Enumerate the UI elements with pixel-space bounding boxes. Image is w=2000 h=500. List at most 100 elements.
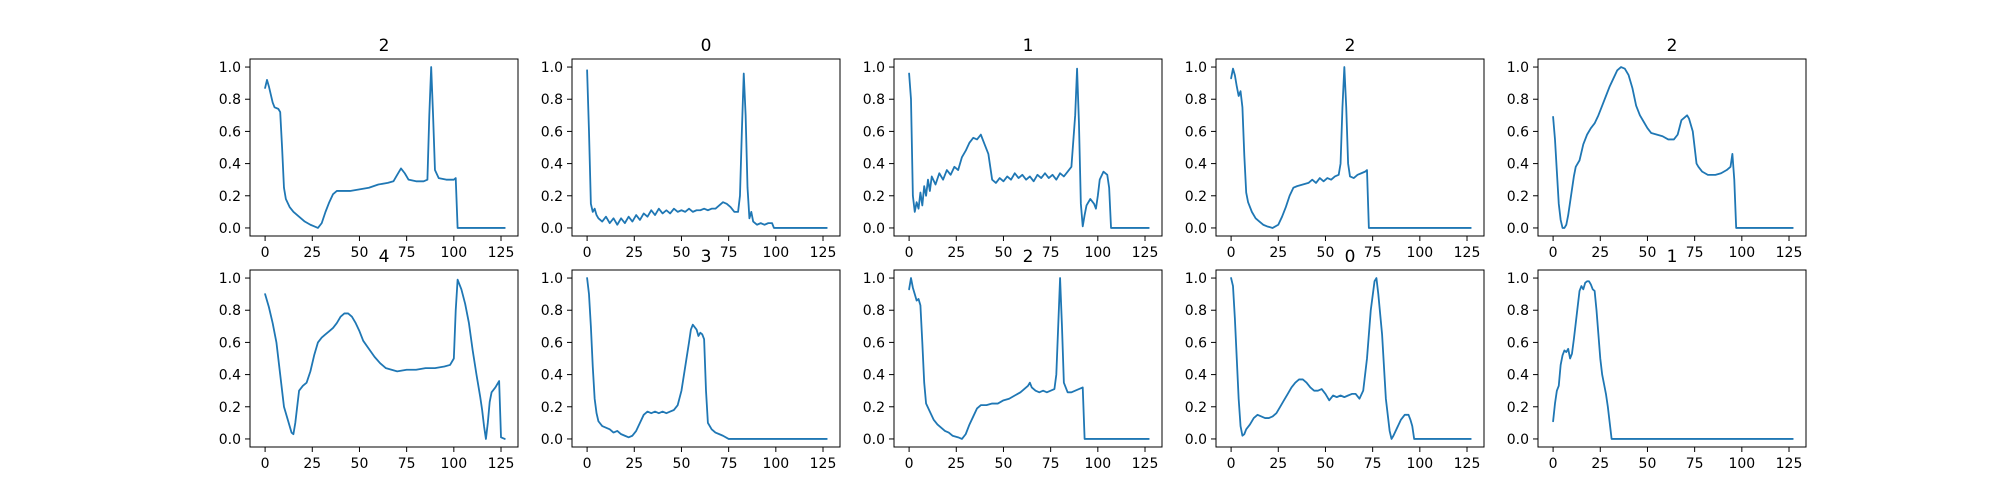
subplot-title: 2 (379, 36, 390, 56)
y-tick-label: 1.0 (1185, 271, 1207, 287)
subplot-6: 0 25 50 75 100 125 0.0 0.2 0.4 0.6 0.8 1.0 4 (219, 247, 519, 472)
x-tick-label: 0 (1227, 245, 1236, 261)
axes-frame (571, 269, 841, 448)
x-tick-label: 100 (1084, 456, 1111, 472)
axes-frame (249, 58, 519, 237)
y-tick-label: 0.4 (1185, 368, 1207, 384)
x-tick-label: 100 (440, 245, 467, 261)
subplot-title: 4 (379, 247, 390, 267)
x-tick-label: 75 (720, 245, 738, 261)
y-tick-label: 0.0 (541, 221, 563, 237)
y-tick-label: 0.4 (541, 157, 563, 173)
x-tick-label: 25 (1269, 245, 1287, 261)
subplot-5: 0 25 50 75 100 125 0.0 0.2 0.4 0.6 0.8 1.0 2 (1507, 36, 1807, 261)
y-tick-label: 0.6 (541, 124, 563, 140)
y-tick-label: 0.8 (1507, 303, 1529, 319)
x-tick-label: 0 (1227, 456, 1236, 472)
x-tick-label: 100 (1728, 456, 1755, 472)
x-tick-label: 125 (488, 456, 515, 472)
x-tick-label: 50 (1317, 456, 1335, 472)
y-tick-label: 0.4 (541, 368, 563, 384)
x-tick-label: 50 (351, 245, 369, 261)
series-line (264, 66, 506, 229)
subplot-title: 3 (701, 247, 712, 267)
x-tick-label: 50 (995, 245, 1013, 261)
y-tick-label: 0.2 (1185, 189, 1207, 205)
x-tick-label: 75 (1686, 245, 1704, 261)
x-tick-label: 0 (261, 245, 270, 261)
y-tick-label: 0.6 (1507, 335, 1529, 351)
axes-frame (1215, 269, 1485, 448)
y-tick-label: 0.4 (863, 368, 885, 384)
y-tick-label: 0.6 (1185, 335, 1207, 351)
x-tick-label: 0 (583, 456, 592, 472)
x-tick-label: 25 (947, 456, 965, 472)
y-tick-label: 0.6 (863, 335, 885, 351)
subplot-7: 0 25 50 75 100 125 0.0 0.2 0.4 0.6 0.8 1.0 3 (541, 247, 841, 472)
subplot-3: 0 25 50 75 100 125 0.0 0.2 0.4 0.6 0.8 1.0 1 (863, 36, 1163, 261)
series-line (264, 278, 506, 440)
y-tick-label: 0.2 (541, 400, 563, 416)
y-tick-label: 0.6 (219, 335, 241, 351)
axes-frame (571, 58, 841, 237)
series-line (586, 69, 828, 229)
y-tick-label: 0.0 (1507, 432, 1529, 448)
subplot-title: 2 (1345, 36, 1356, 56)
x-tick-label: 25 (303, 245, 321, 261)
series-line (1552, 66, 1794, 229)
y-tick-label: 0.8 (541, 303, 563, 319)
subplot-title: 2 (1023, 247, 1034, 267)
x-tick-label: 50 (1639, 456, 1657, 472)
subplot-title: 1 (1667, 247, 1678, 267)
x-tick-label: 100 (1084, 245, 1111, 261)
y-tick-label: 1.0 (1507, 271, 1529, 287)
y-tick-label: 0.0 (1185, 221, 1207, 237)
y-tick-label: 0.4 (1507, 157, 1529, 173)
x-tick-label: 125 (1454, 456, 1481, 472)
x-tick-label: 75 (398, 245, 416, 261)
x-tick-label: 0 (261, 456, 270, 472)
y-tick-label: 0.0 (863, 221, 885, 237)
y-tick-label: 0.6 (863, 124, 885, 140)
x-tick-label: 50 (1639, 245, 1657, 261)
x-tick-label: 25 (1591, 245, 1609, 261)
y-tick-label: 0.0 (219, 221, 241, 237)
x-tick-label: 25 (1269, 456, 1287, 472)
subplot-title: 1 (1023, 36, 1034, 56)
x-tick-label: 75 (1686, 456, 1704, 472)
series-line (1552, 280, 1794, 440)
x-tick-label: 25 (625, 456, 643, 472)
x-tick-label: 0 (905, 456, 914, 472)
y-tick-label: 0.8 (1185, 303, 1207, 319)
y-tick-label: 1.0 (541, 271, 563, 287)
y-tick-label: 0.2 (863, 189, 885, 205)
y-tick-label: 0.2 (1507, 189, 1529, 205)
x-tick-label: 50 (673, 456, 691, 472)
x-tick-label: 125 (488, 245, 515, 261)
x-tick-label: 125 (1776, 245, 1803, 261)
y-tick-label: 0.8 (219, 303, 241, 319)
y-tick-label: 0.0 (1507, 221, 1529, 237)
x-tick-label: 0 (905, 245, 914, 261)
y-tick-label: 0.8 (1507, 92, 1529, 108)
y-tick-label: 0.4 (863, 157, 885, 173)
y-tick-label: 0.2 (1507, 400, 1529, 416)
series-line (1230, 66, 1472, 229)
x-tick-label: 50 (673, 245, 691, 261)
x-tick-label: 25 (303, 456, 321, 472)
x-tick-label: 125 (1132, 245, 1159, 261)
y-tick-label: 0.6 (541, 335, 563, 351)
axes-frame (1537, 269, 1807, 448)
x-tick-label: 25 (1591, 456, 1609, 472)
x-tick-label: 50 (995, 456, 1013, 472)
y-tick-label: 0.6 (1185, 124, 1207, 140)
axes-frame (1537, 58, 1807, 237)
y-tick-label: 0.4 (1185, 157, 1207, 173)
x-tick-label: 75 (1042, 245, 1060, 261)
subplot-8: 0 25 50 75 100 125 0.0 0.2 0.4 0.6 0.8 1.0 2 (863, 247, 1163, 472)
y-tick-label: 0.4 (219, 368, 241, 384)
y-tick-label: 0.2 (541, 189, 563, 205)
y-tick-label: 0.8 (219, 92, 241, 108)
axes-frame (893, 269, 1163, 448)
y-tick-label: 0.2 (1185, 400, 1207, 416)
